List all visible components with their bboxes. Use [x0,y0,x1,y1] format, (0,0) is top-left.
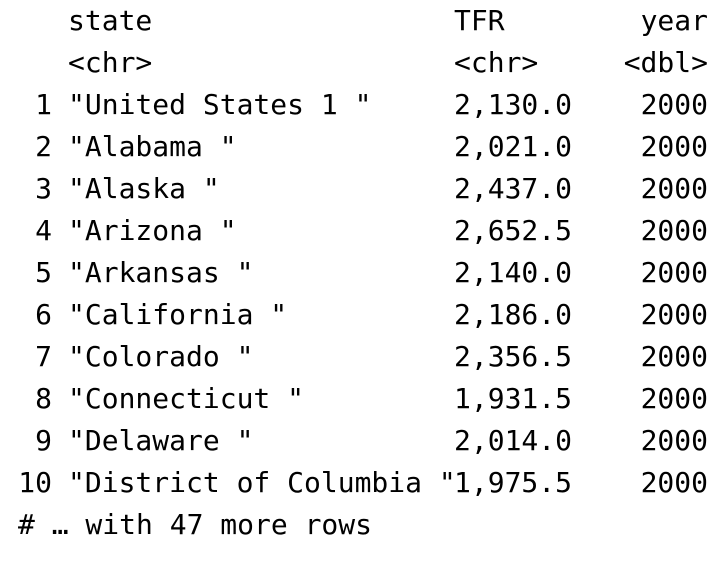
cell-state: "Arizona " [68,214,237,247]
cell-state: "United States 1 " [68,88,372,121]
row-index: 4 [35,214,52,247]
cell-tfr: 2,437.0 [454,172,573,205]
cell-tfr: 2,652.5 [454,214,573,247]
table-row: 1 "United States 1 " 2,130.0 2000 [18,84,708,126]
cell-state: "Connecticut " [68,382,305,415]
cell-state: "Delaware " [68,424,254,457]
cell-year: 2000 [640,88,708,121]
row-index: 7 [35,340,52,373]
more-rows-note: # … with 47 more rows [18,508,373,541]
cell-tfr: 2,186.0 [454,298,573,331]
cell-tfr: 2,014.0 [454,424,573,457]
header-row: state TFR year [18,0,708,42]
table-body: 1 "United States 1 " 2,130.0 2000 2 "Alabama … [18,84,708,504]
table-row: 3 "Alaska " 2,437.0 2000 [18,168,708,210]
cell-year: 2000 [640,130,708,163]
table-row: 6 "California " 2,186.0 2000 [18,294,708,336]
column-header-tfr: TFR [454,4,505,37]
cell-tfr: 2,140.0 [454,256,573,289]
table-row: 9 "Delaware " 2,014.0 2000 [18,420,708,462]
tibble-output: state TFR year <chr> <chr> <dbl> 1 "Unite… [18,0,708,546]
cell-tfr: 2,021.0 [454,130,573,163]
cell-tfr: 1,975.5 [454,466,573,499]
row-index: 9 [35,424,52,457]
cell-year: 2000 [640,172,708,205]
row-index: 6 [35,298,52,331]
row-index-header [18,0,52,42]
row-index: 1 [35,88,52,121]
cell-year: 2000 [640,382,708,415]
cell-state: "District of Columbia " [68,466,456,499]
cell-state: "Colorado " [68,340,254,373]
table-row: 2 "Alabama " 2,021.0 2000 [18,126,708,168]
cell-state: "California " [68,298,288,331]
table-row: 8 "Connecticut " 1,931.5 2000 [18,378,708,420]
column-type-year: <dbl> [623,46,708,79]
cell-state: "Alaska " [68,172,220,205]
table-row: 10 "District of Columbia " 1,975.5 2000 [18,462,708,504]
cell-year: 2000 [640,298,708,331]
cell-tfr: 1,931.5 [454,382,573,415]
column-header-state: state [68,4,153,37]
table-row: 4 "Arizona " 2,652.5 2000 [18,210,708,252]
column-type-state: <chr> [68,46,153,79]
row-index: 5 [35,256,52,289]
type-row: <chr> <chr> <dbl> [18,42,708,84]
row-index: 10 [18,466,52,499]
table-row: 5 "Arkansas " 2,140.0 2000 [18,252,708,294]
row-index: 3 [35,172,52,205]
cell-state: "Alabama " [68,130,237,163]
cell-state: "Arkansas " [68,256,254,289]
cell-year: 2000 [640,256,708,289]
column-type-tfr: <chr> [454,46,539,79]
cell-year: 2000 [640,466,708,499]
row-index: 8 [35,382,52,415]
cell-tfr: 2,356.5 [454,340,573,373]
cell-year: 2000 [640,214,708,247]
row-index: 2 [35,130,52,163]
cell-tfr: 2,130.0 [454,88,573,121]
column-header-year: year [640,4,708,37]
table-row: 7 "Colorado " 2,356.5 2000 [18,336,708,378]
cell-year: 2000 [640,340,708,373]
cell-year: 2000 [640,424,708,457]
